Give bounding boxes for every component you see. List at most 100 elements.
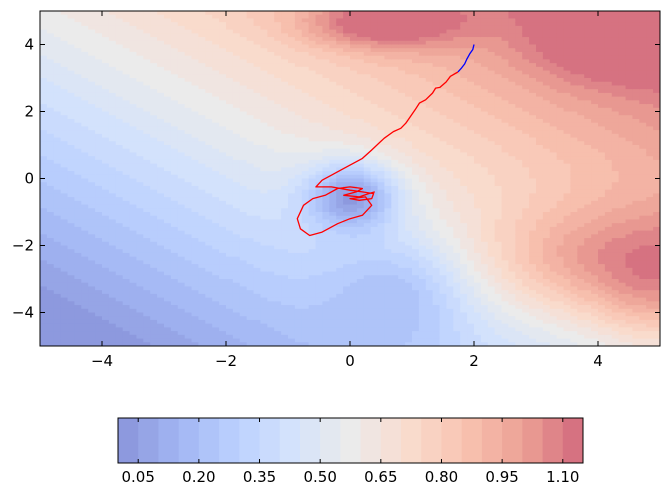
contour-cell bbox=[267, 44, 275, 49]
contour-cell bbox=[370, 59, 379, 64]
contour-cell bbox=[46, 241, 55, 247]
contour-cell bbox=[418, 137, 427, 142]
contour-cell bbox=[53, 14, 62, 20]
contour-cell bbox=[150, 260, 158, 265]
contour-cell bbox=[150, 156, 158, 161]
contour-cell bbox=[219, 37, 227, 42]
contour-cell bbox=[226, 33, 234, 38]
contour-cell bbox=[67, 133, 76, 139]
contour-cell bbox=[143, 174, 151, 180]
contour-cell bbox=[384, 241, 392, 247]
contour-cell bbox=[219, 174, 227, 180]
contour-cell bbox=[198, 293, 206, 299]
contour-cell bbox=[164, 85, 172, 90]
contour-cell bbox=[170, 252, 179, 258]
contour-cell bbox=[122, 178, 131, 183]
contour-cell bbox=[150, 18, 158, 23]
contour-cell bbox=[115, 104, 124, 109]
contour-cell bbox=[67, 92, 76, 98]
contour-cell bbox=[108, 107, 117, 113]
contour-cell bbox=[219, 22, 227, 27]
contour-cell bbox=[384, 301, 392, 306]
contour-cell bbox=[336, 323, 344, 328]
contour-cell bbox=[356, 297, 365, 302]
contour-cell bbox=[253, 78, 262, 83]
contour-cell bbox=[67, 279, 76, 284]
contour-cell bbox=[40, 275, 48, 280]
contour-cell bbox=[95, 159, 103, 165]
contour-cell bbox=[150, 185, 158, 191]
contour-cell bbox=[170, 197, 179, 202]
contour-cell bbox=[301, 331, 310, 336]
contour-cell bbox=[177, 334, 186, 340]
contour-cell bbox=[53, 267, 62, 273]
contour-cell bbox=[67, 51, 76, 57]
contour-cell bbox=[226, 14, 234, 20]
contour-cell bbox=[336, 189, 344, 194]
contour-cell bbox=[212, 308, 220, 314]
contour-cell bbox=[226, 92, 234, 98]
contour-cell bbox=[143, 338, 151, 343]
contour-cell bbox=[377, 286, 386, 291]
contour-cell bbox=[281, 193, 289, 198]
contour-cell bbox=[115, 137, 124, 142]
contour-cell bbox=[226, 85, 234, 90]
contour-cell bbox=[122, 212, 131, 217]
contour-cell bbox=[226, 37, 234, 42]
contour-cell bbox=[308, 156, 317, 161]
contour-cell bbox=[170, 33, 179, 38]
contour-cell bbox=[122, 148, 131, 154]
contour-cell bbox=[405, 342, 413, 346]
contour-cell bbox=[246, 100, 255, 105]
contour-cell bbox=[398, 18, 406, 23]
contour-cell bbox=[46, 189, 55, 194]
contour-cell bbox=[350, 25, 358, 31]
contour-cell bbox=[232, 66, 241, 72]
contour-cell bbox=[294, 70, 303, 75]
contour-cell bbox=[405, 182, 413, 187]
contour-cell bbox=[384, 204, 392, 209]
contour-cell bbox=[143, 245, 151, 250]
contour-cell bbox=[102, 252, 110, 258]
contour-cell bbox=[274, 182, 282, 187]
contour-cell bbox=[177, 148, 186, 154]
contour-cell bbox=[191, 18, 200, 23]
contour-cell bbox=[391, 316, 399, 321]
contour-cell bbox=[370, 81, 379, 87]
contour-cell bbox=[53, 223, 62, 228]
contour-cell bbox=[88, 122, 96, 127]
contour-cell bbox=[191, 293, 200, 299]
contour-cell bbox=[370, 312, 379, 317]
contour-cell bbox=[219, 223, 227, 228]
contour-cell bbox=[143, 33, 151, 38]
contour-cell bbox=[260, 297, 268, 302]
contour-cell bbox=[226, 245, 234, 250]
contour-cell bbox=[177, 226, 186, 232]
contour-cell bbox=[391, 25, 399, 31]
contour-cell bbox=[115, 74, 124, 79]
contour-cell bbox=[405, 107, 413, 113]
contour-cell bbox=[198, 18, 206, 23]
contour-cell bbox=[40, 312, 48, 317]
contour-cell bbox=[53, 264, 62, 269]
contour-cell bbox=[377, 204, 386, 209]
contour-cell bbox=[157, 174, 165, 180]
contour-cell bbox=[350, 204, 358, 209]
contour-cell bbox=[219, 167, 227, 172]
contour-cell bbox=[274, 141, 282, 146]
contour-cell bbox=[74, 137, 82, 142]
contour-cell bbox=[391, 245, 399, 250]
contour-cell bbox=[294, 159, 303, 165]
contour-cell bbox=[294, 145, 303, 150]
contour-cell bbox=[267, 81, 275, 87]
contour-cell bbox=[308, 185, 317, 191]
contour-cell bbox=[129, 74, 138, 79]
contour-cell bbox=[88, 323, 96, 328]
contour-cell bbox=[308, 133, 317, 139]
contour-cell bbox=[274, 66, 282, 72]
contour-cell bbox=[412, 215, 420, 221]
contour-cell bbox=[122, 319, 131, 325]
contour-cell bbox=[363, 204, 372, 209]
contour-cell bbox=[253, 271, 262, 276]
contour-cell bbox=[164, 33, 172, 38]
